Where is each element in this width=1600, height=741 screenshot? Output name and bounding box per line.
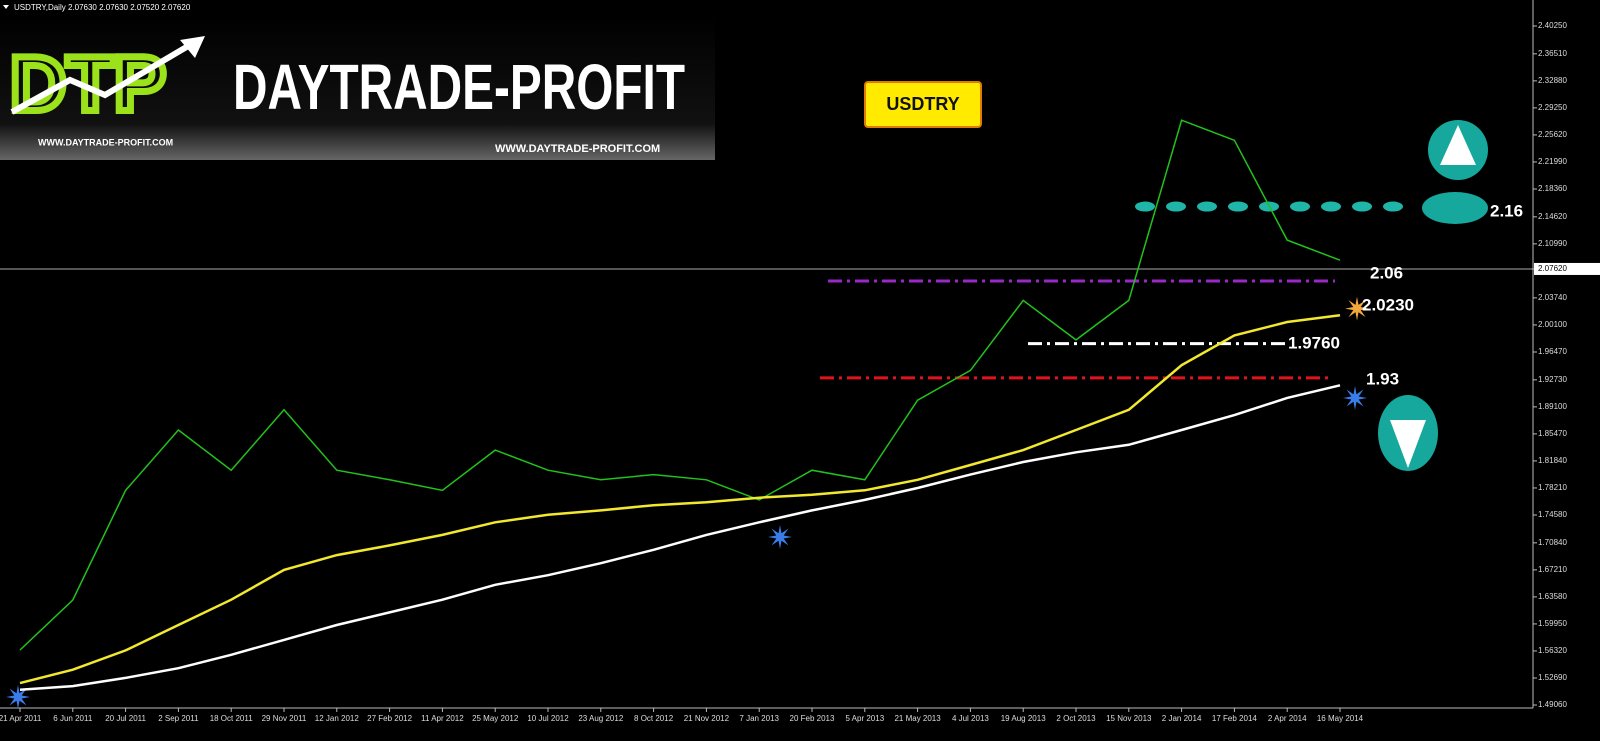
x-tick-label: 23 Aug 2012 (578, 714, 623, 723)
chart-title: USDTRY,Daily 2.07630 2.07630 2.07520 2.0… (14, 3, 191, 12)
logo-arrow-head (180, 36, 205, 58)
x-tick-label: 21 May 2013 (894, 714, 941, 723)
y-tick-label: 1.49060 (1538, 700, 1567, 709)
x-tick-label: 7 Jan 2013 (739, 714, 779, 723)
y-tick-label: 2.40250 (1538, 21, 1567, 30)
y-tick-label: 1.52690 (1538, 673, 1567, 682)
y-tick-label: 2.00100 (1538, 320, 1567, 329)
logo-url: WWW.DAYTRADE-PROFIT.COM (495, 143, 660, 155)
level-dot (1321, 201, 1341, 212)
y-tick-label: 1.85470 (1538, 429, 1567, 438)
x-tick-label: 18 Oct 2011 (210, 714, 254, 723)
moving-average (19, 384, 1341, 692)
x-tick-label: 2 Apr 2014 (1268, 714, 1307, 723)
y-tick-label: 1.67210 (1538, 565, 1567, 574)
level-dot (1290, 201, 1310, 212)
touch-star (1343, 386, 1367, 410)
level-label: 1.9760 (1288, 333, 1340, 352)
level-label: 2.16 (1490, 201, 1523, 220)
x-tick-label: 2 Sep 2011 (158, 714, 199, 723)
level-label: 1.93 (1366, 369, 1399, 388)
level-dot (1352, 201, 1372, 212)
touch-star (6, 685, 30, 709)
y-tick-label: 1.96470 (1538, 347, 1567, 356)
up-icon-arrow (1440, 125, 1476, 165)
x-tick-label: 21 Nov 2012 (684, 714, 730, 723)
y-tick-label: 1.92730 (1538, 375, 1567, 384)
x-tick-label: 2 Jan 2014 (1162, 714, 1202, 723)
y-tick-label: 1.81840 (1538, 456, 1567, 465)
x-tick-label: 8 Oct 2012 (634, 714, 674, 723)
x-tick-label: 29 Nov 2011 (262, 714, 307, 723)
level-dot (1383, 201, 1403, 212)
y-tick-label: 1.74580 (1538, 510, 1567, 519)
level-dot (1197, 201, 1217, 212)
level-star (1345, 296, 1369, 321)
x-tick-label: 20 Feb 2013 (790, 714, 835, 723)
y-tick-label: 2.21990 (1538, 157, 1567, 166)
level-label: 2.0230 (1362, 295, 1414, 314)
moving-average (19, 314, 1341, 685)
x-tick-label: 11 Apr 2012 (421, 714, 464, 723)
symbol-label: USDTRY (886, 94, 959, 114)
menu-arrow (3, 5, 9, 9)
y-tick-label: 2.03740 (1538, 293, 1567, 302)
y-tick-label: 1.89100 (1538, 402, 1567, 411)
current-price-box (1534, 262, 1600, 275)
x-tick-label: 21 Apr 2011 (0, 714, 42, 723)
down-icon-arrow (1390, 420, 1426, 468)
x-tick-label: 6 Jun 2011 (53, 714, 93, 723)
x-tick-label: 19 Aug 2013 (1001, 714, 1046, 723)
x-tick-label: 27 Feb 2012 (367, 714, 412, 723)
y-tick-label: 2.25620 (1538, 130, 1567, 139)
x-tick-label: 20 Jul 2011 (105, 714, 146, 723)
y-tick-label: 2.36510 (1538, 49, 1567, 58)
x-tick-label: 25 May 2012 (472, 714, 519, 723)
y-tick-label: 1.70840 (1538, 538, 1567, 547)
logo-mark: DTP (10, 40, 166, 128)
x-tick-label: 5 Apr 2013 (845, 714, 884, 723)
x-tick-label: 17 Feb 2014 (1212, 714, 1257, 723)
logo-url: WWW.DAYTRADE-PROFIT.COM (38, 137, 173, 147)
x-tick-label: 12 Jan 2012 (315, 714, 360, 723)
touch-star (768, 525, 792, 549)
up-icon-base (1422, 192, 1488, 224)
x-tick-label: 15 Nov 2013 (1106, 714, 1152, 723)
level-dot (1135, 201, 1155, 212)
y-tick-label: 1.78210 (1538, 483, 1567, 492)
y-tick-label: 2.14620 (1538, 212, 1567, 221)
level-dot (1166, 201, 1186, 212)
x-tick-label: 2 Oct 2013 (1056, 714, 1096, 723)
logo-name: DAYTRADE-PROFIT (233, 51, 685, 123)
y-tick-label: 2.29250 (1538, 103, 1567, 112)
level-dot (1228, 201, 1248, 212)
level-label: 2.06 (1370, 263, 1403, 282)
y-tick-label: 2.10990 (1538, 239, 1567, 248)
symbol-badge (864, 81, 982, 128)
price-line (19, 119, 1341, 651)
y-tick-label: 2.32880 (1538, 76, 1567, 85)
y-tick-label: 1.59950 (1538, 619, 1567, 628)
y-tick-label: 1.56320 (1538, 646, 1567, 655)
x-tick-label: 10 Jul 2012 (527, 714, 569, 723)
logo-arrow (10, 39, 197, 115)
y-tick-label: 2.07620 (1538, 264, 1567, 273)
y-tick-label: 1.63580 (1538, 592, 1567, 601)
x-tick-label: 4 Jul 2013 (952, 714, 989, 723)
x-tick-label: 16 May 2014 (1317, 714, 1364, 723)
y-tick-label: 2.18360 (1538, 184, 1567, 193)
